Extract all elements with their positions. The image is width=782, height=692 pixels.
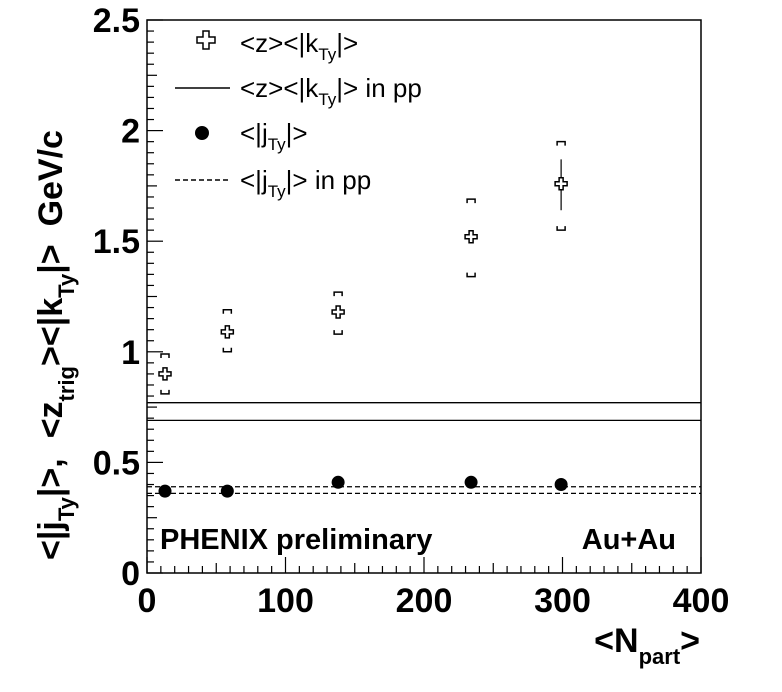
syst-bracket-lower — [160, 389, 170, 395]
legend-entry-3: <|jTy|> in pp — [175, 165, 371, 201]
x-axis-label-sub: part — [639, 644, 681, 669]
x-tick-label: 0 — [138, 582, 157, 620]
legend-label-2-b: |> — [286, 118, 308, 148]
y-label-lower-a: <|j — [32, 521, 70, 560]
zkty-point — [158, 367, 172, 381]
y-label-upper-a: <z — [32, 401, 70, 438]
zkty-point — [331, 305, 345, 319]
zkty-point — [220, 325, 235, 339]
y-axis-label: <|jTy|>,<ztrig><|kTy|>GeV/c — [32, 130, 79, 560]
legend-label-1-sub: Ty — [318, 90, 336, 109]
y-label-upper-sub1: trig — [54, 366, 79, 401]
jty-point — [331, 475, 345, 489]
y-tick-label: 2 — [121, 113, 140, 151]
svg-text:<|jTy|>: <|jTy|> — [240, 118, 308, 154]
legend-label-1-b: |> in pp — [336, 73, 422, 103]
syst-bracket-upper — [222, 309, 233, 314]
svg-text:<|jTy|> in pp: <|jTy|> in pp — [240, 165, 371, 201]
jty-point — [220, 484, 234, 498]
annotation-collision: Au+Au — [582, 524, 676, 556]
syst-bracket-lower — [556, 226, 566, 231]
legend: <z><|kTy|> <z><|kTy|> in pp <|jTy|> <|jT… — [175, 28, 422, 201]
svg-text:<z><|kTy|> in pp: <z><|kTy|> in pp — [240, 73, 422, 109]
x-axis-label-end: > — [680, 622, 700, 660]
legend-label-2-sub: Ty — [268, 135, 286, 154]
legend-marker-open-cross — [196, 30, 216, 50]
legend-entry-1: <z><|kTy|> in pp — [175, 73, 422, 109]
legend-label-2-a: <|j — [240, 118, 268, 148]
x-tick-label: 100 — [257, 582, 314, 620]
y-label-upper-sub2: Ty — [54, 273, 79, 298]
legend-label-0-sub: Ty — [318, 45, 336, 64]
syst-bracket-upper — [160, 353, 170, 359]
legend-label-1-a: <z><|k — [240, 73, 319, 103]
syst-bracket-upper — [333, 291, 343, 297]
y-label-unit: GeV/c — [32, 130, 70, 226]
x-axis-label-main: <N — [594, 622, 638, 660]
y-label-lower-b: |>, — [32, 458, 70, 497]
x-tick-label: 200 — [396, 582, 453, 620]
y-tick-label: 0 — [121, 555, 140, 593]
legend-label-3-a: <|j — [240, 165, 268, 195]
x-axis-label: <Npart> — [594, 622, 700, 669]
legend-label-0-a: <z><|k — [240, 28, 319, 58]
jty-point — [554, 478, 568, 492]
legend-marker-filled-circle — [195, 126, 209, 140]
svg-text:<z><|kTy|>: <z><|kTy|> — [240, 28, 358, 64]
y-tick-label: 1 — [121, 334, 140, 372]
x-tick-label: 300 — [534, 582, 591, 620]
zkty-point — [464, 230, 478, 244]
y-label-upper-c: |> — [32, 244, 70, 273]
annotation-phenix: PHENIX preliminary — [160, 524, 432, 556]
jty-point — [464, 475, 478, 489]
syst-bracket-lower — [333, 330, 343, 335]
y-label-lower-sub: Ty — [54, 496, 79, 521]
y-tick-label: 1.5 — [93, 223, 140, 261]
tick-labels: 0 100 200 300 400 0 0.5 1 1.5 2 2.5 — [93, 2, 730, 620]
syst-bracket-lower — [222, 347, 233, 353]
y-label-upper-b: ><|k — [32, 298, 70, 366]
x-tick-label: 400 — [673, 582, 730, 620]
zkty-point — [554, 176, 568, 191]
y-tick-label: 0.5 — [93, 444, 140, 482]
syst-bracket-upper — [466, 198, 476, 204]
data-points — [158, 140, 568, 498]
reference-lines — [147, 402, 701, 495]
legend-label-0-b: |> — [336, 28, 358, 58]
legend-label-3-sub: Ty — [268, 182, 286, 201]
syst-bracket-lower — [466, 272, 476, 278]
axis-ticks — [146, 19, 702, 574]
jty-point — [158, 484, 172, 498]
syst-bracket-upper — [556, 140, 566, 146]
y-tick-label: 2.5 — [93, 2, 140, 40]
legend-label-3-b: |> in pp — [286, 165, 372, 195]
legend-entry-2: <|jTy|> — [195, 118, 308, 154]
legend-entry-0: <z><|kTy|> — [196, 28, 358, 64]
